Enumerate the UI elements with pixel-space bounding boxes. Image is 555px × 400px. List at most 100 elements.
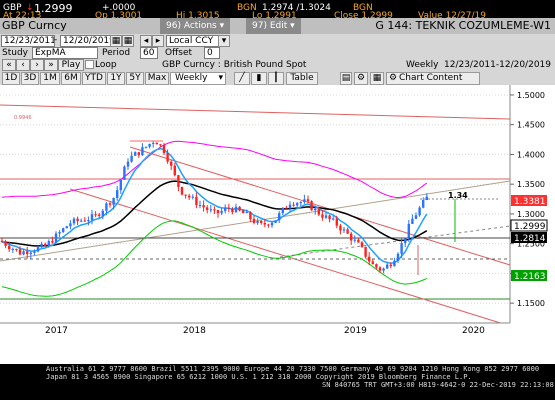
actions-num: 96) bbox=[166, 21, 181, 31]
candle-up bbox=[58, 232, 61, 234]
candle-down bbox=[137, 152, 140, 156]
chevron-right-icon[interactable]: ▸ bbox=[152, 35, 164, 47]
candle-down bbox=[162, 145, 166, 154]
play-button[interactable]: Play bbox=[58, 59, 84, 71]
calendar-icon[interactable]: ▦ bbox=[122, 35, 134, 47]
offset-field[interactable]: 0 bbox=[204, 47, 220, 59]
candle-up bbox=[101, 210, 104, 216]
chevron-left-icon[interactable]: ◂ bbox=[140, 35, 152, 47]
candle-up bbox=[407, 223, 410, 239]
bgn-label: BGN bbox=[237, 3, 257, 13]
frequency-select[interactable]: Weekly ▾ bbox=[170, 72, 226, 85]
price-label-bg bbox=[510, 219, 548, 232]
candle-down bbox=[184, 194, 187, 196]
candle-down bbox=[177, 175, 180, 188]
open-label: Op 1.3001 bbox=[95, 11, 143, 21]
frequency-select-label: Weekly bbox=[175, 73, 208, 83]
candle-up bbox=[342, 229, 346, 231]
fast-forward-icon[interactable]: » bbox=[44, 59, 58, 71]
candle-down bbox=[159, 144, 162, 146]
candle-down bbox=[206, 207, 209, 210]
candle-up bbox=[22, 251, 25, 255]
edit-menu[interactable]: 97) Edit ▾ bbox=[246, 18, 301, 34]
step-forward-icon[interactable]: › bbox=[30, 59, 44, 71]
offset-label: Offset bbox=[165, 48, 193, 58]
candle-down bbox=[242, 210, 245, 214]
candle-up bbox=[404, 238, 407, 244]
line-chart-icon[interactable]: ╱ bbox=[234, 72, 250, 85]
candlestick-icon[interactable]: ▮ bbox=[251, 72, 267, 85]
rewind-icon[interactable]: « bbox=[2, 59, 16, 71]
date-to-field[interactable]: 12/20/2019 bbox=[60, 35, 112, 47]
chevron-down-icon: ▾ bbox=[218, 73, 223, 83]
grid-icon[interactable]: ▦ bbox=[370, 72, 384, 85]
chart-options-icon[interactable]: ▤ bbox=[340, 72, 352, 85]
candle-down bbox=[51, 241, 54, 243]
x-tick-labels: 2017 2018 2019 2020 bbox=[45, 326, 485, 336]
price-chart[interactable]: 1.50001.45001.40001.35001.30001.25001.20… bbox=[0, 85, 555, 364]
candle-up bbox=[119, 179, 122, 191]
price-labels: 1.3381 1.2999 1.2814 1.2163 bbox=[510, 195, 548, 282]
tab-table[interactable]: Table bbox=[286, 72, 318, 85]
candle-down bbox=[216, 210, 220, 214]
chart-content-label: Chart Content bbox=[399, 73, 463, 83]
calendar-icon[interactable]: ▦ bbox=[110, 35, 122, 47]
study-label: Study bbox=[2, 48, 28, 58]
step-back-icon[interactable]: ‹ bbox=[16, 59, 30, 71]
candle-up bbox=[105, 203, 108, 211]
candle-up bbox=[11, 248, 14, 250]
candle-down bbox=[0, 240, 4, 242]
candle-up bbox=[245, 212, 248, 214]
candle-down bbox=[306, 199, 310, 202]
tab-ytd[interactable]: YTD bbox=[82, 72, 106, 85]
tab-1d[interactable]: 1D bbox=[2, 72, 20, 85]
down-arrow-icon: ↓ bbox=[26, 3, 34, 13]
tab-1m[interactable]: 1M bbox=[40, 72, 60, 85]
tab-max[interactable]: Max bbox=[145, 72, 169, 85]
chart-content-button[interactable]: ⚙ Chart Content bbox=[386, 72, 480, 85]
footer-line-3: SN 840765 TRT GMT+3:00 H819-4642-0 22-De… bbox=[322, 381, 554, 389]
study-controls: Study ExpMA Period 60 Offset 0 bbox=[0, 47, 555, 59]
candle-down bbox=[368, 256, 371, 262]
channel-line-2 bbox=[129, 146, 511, 266]
candle-down bbox=[364, 246, 367, 257]
bid-ask: 1.2974 /1.3024 bbox=[262, 3, 331, 13]
currency-select[interactable]: Local CCY bbox=[166, 35, 222, 47]
bar-chart-icon[interactable]: ┃ bbox=[268, 72, 284, 85]
date-controls: 12/23/2011 - 12/20/2019 ▦ ▦ ◂ ▸ Local CC… bbox=[0, 34, 555, 47]
tab-3d[interactable]: 3D bbox=[21, 72, 39, 85]
period-tabs: 1D 3D 1M 6M YTD 1Y 5Y Max Weekly ▾ ╱ ▮ ┃… bbox=[0, 71, 555, 85]
actions-label: Actions bbox=[183, 21, 217, 31]
candle-down bbox=[76, 218, 79, 222]
candle-up bbox=[418, 207, 421, 216]
period-field[interactable]: 60 bbox=[140, 47, 158, 59]
playback-controls: « ‹ › » Play Loop GBP Curncy : British P… bbox=[0, 59, 555, 71]
candle-down bbox=[15, 248, 18, 250]
low-label: Lo 1.2991 bbox=[252, 11, 297, 21]
candle-down bbox=[378, 267, 382, 271]
study-select[interactable]: ExpMA bbox=[32, 47, 98, 59]
candle-up bbox=[191, 196, 194, 198]
chevron-down-icon[interactable]: ▾ bbox=[218, 35, 230, 47]
tab-6m[interactable]: 6M bbox=[61, 72, 81, 85]
candle-down bbox=[227, 208, 230, 210]
candle-up bbox=[299, 202, 302, 204]
date-from-field[interactable]: 12/23/2011 bbox=[1, 35, 55, 47]
tab-5y[interactable]: 5Y bbox=[126, 72, 144, 85]
upper-band-line bbox=[1, 140, 428, 199]
price-change: +.0000 bbox=[102, 3, 136, 13]
period-label: Period bbox=[102, 48, 131, 58]
settings-icon[interactable]: ⚙ bbox=[354, 72, 368, 85]
loop-checkbox[interactable] bbox=[85, 60, 94, 69]
actions-menu[interactable]: 96) Actions ▾ bbox=[160, 18, 231, 34]
candle-up bbox=[198, 205, 202, 207]
candle-down bbox=[252, 218, 256, 223]
candle-up bbox=[220, 210, 223, 214]
candle-down bbox=[350, 233, 353, 241]
candle-up bbox=[62, 228, 65, 233]
candle-down bbox=[260, 221, 263, 223]
candle-down bbox=[44, 243, 47, 247]
candle-up bbox=[209, 209, 212, 211]
tab-1y[interactable]: 1Y bbox=[107, 72, 125, 85]
candlesticks bbox=[0, 141, 428, 274]
